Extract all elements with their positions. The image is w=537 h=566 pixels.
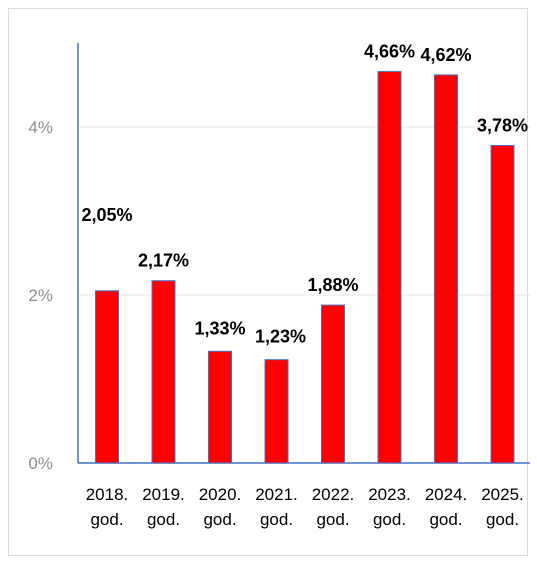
category-label-year: 2020.: [199, 485, 242, 504]
bar: [95, 290, 119, 464]
bar: [208, 350, 232, 464]
category-label-year: 2024.: [425, 485, 468, 504]
category-label-year: 2023.: [368, 485, 411, 504]
bar: [151, 280, 176, 464]
data-label: 2,17%: [138, 251, 189, 271]
y-tick-label: 2%: [28, 286, 53, 305]
category-label-year: 2018.: [86, 485, 129, 504]
y-tick-label: 0%: [28, 454, 53, 473]
bar: [490, 144, 515, 464]
bar: [264, 359, 289, 464]
category-label-suffix: god.: [373, 510, 406, 529]
category-label-suffix: god.: [203, 510, 236, 529]
category-label-suffix: god.: [316, 510, 349, 529]
category-label-year: 2019.: [142, 485, 185, 504]
category-label-suffix: god.: [486, 510, 519, 529]
category-label-year: 2025.: [481, 485, 524, 504]
data-label: 4,62%: [420, 45, 471, 65]
category-label-suffix: god.: [90, 510, 123, 529]
y-tick-label: 4%: [28, 118, 53, 137]
category-label-year: 2021.: [255, 485, 298, 504]
bar: [434, 74, 458, 464]
data-label: 2,05%: [81, 205, 132, 225]
category-label-suffix: god.: [429, 510, 462, 529]
category-label-suffix: god.: [147, 510, 180, 529]
category-label-year: 2022.: [312, 485, 355, 504]
category-label-suffix: god.: [260, 510, 293, 529]
bar: [321, 304, 345, 464]
data-label: 1,23%: [255, 327, 306, 347]
data-label: 3,78%: [477, 115, 528, 135]
data-label: 4,66%: [364, 42, 415, 62]
bar: [377, 71, 402, 464]
data-label: 1,33%: [194, 318, 245, 338]
data-label: 1,88%: [307, 275, 358, 295]
